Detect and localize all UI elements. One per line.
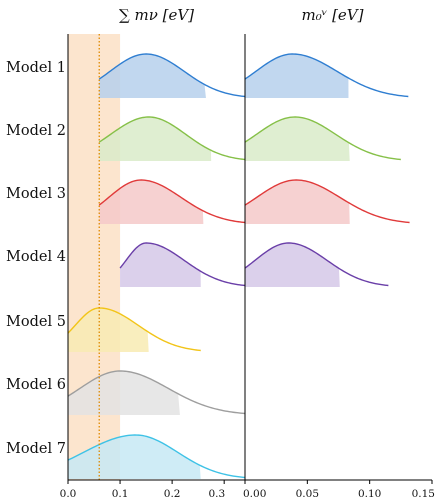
model-6-sum-mnu-fill xyxy=(68,371,180,415)
model-2-label: Model 2 xyxy=(6,123,66,139)
model-5-label: Model 5 xyxy=(6,314,66,330)
model-4-sum-mnu-fill xyxy=(120,243,201,287)
model-4-m0-fill xyxy=(245,243,340,287)
model-5-sum-mnu-line xyxy=(67,307,201,352)
left-tick-label-3: 0.3 xyxy=(208,488,225,500)
model-1-m0-line xyxy=(244,53,409,98)
model-3-label: Model 3 xyxy=(6,186,66,202)
labels-layer: Model 1 Model 2 Model 3 Model 4 Model 5 Model… xyxy=(6,6,435,500)
model-4-m0-line xyxy=(244,242,389,287)
left-tick-label-1: 0.1 xyxy=(112,488,129,500)
model-3-sum-mnu-line xyxy=(98,179,246,224)
model-6-label: Model 6 xyxy=(6,377,66,393)
model-1-sum-mnu-line xyxy=(98,53,246,98)
model-3-m0-line xyxy=(244,179,410,224)
model-4-sum-mnu-line xyxy=(119,242,246,287)
right-tick-label-3: 0.15 xyxy=(412,488,435,500)
right-panel-title: m₀ᵛ [eV] xyxy=(301,6,363,24)
model-7-sum-mnu-line xyxy=(67,434,246,479)
model-1-label: Model 1 xyxy=(6,60,66,76)
model-7-label: Model 7 xyxy=(6,441,66,457)
model-3-sum-mnu-fill xyxy=(99,180,204,224)
model-1-sum-mnu-fill xyxy=(99,54,206,98)
model-2-m0-line xyxy=(244,116,401,161)
model-1-m0-fill xyxy=(245,54,349,98)
model-2-sum-mnu-line xyxy=(98,116,246,161)
model-4-label: Model 4 xyxy=(6,249,66,265)
left-panel-title: ∑ mν [eV] xyxy=(119,6,194,24)
model-2-m0-fill xyxy=(245,117,350,161)
left-tick-label-2: 0.2 xyxy=(164,488,181,500)
model-6-sum-mnu-line xyxy=(67,370,246,415)
left-tick-label-0: 0.0 xyxy=(60,488,77,500)
axes-layer xyxy=(67,34,433,484)
right-tick-label-0: 0.00 xyxy=(243,488,266,500)
model-3-m0-fill xyxy=(245,180,350,224)
posterior-curves-layer xyxy=(67,53,410,479)
right-tick-label-2: 0.10 xyxy=(358,488,381,500)
right-tick-label-1: 0.05 xyxy=(296,488,319,500)
model-2-sum-mnu-fill xyxy=(99,117,212,161)
